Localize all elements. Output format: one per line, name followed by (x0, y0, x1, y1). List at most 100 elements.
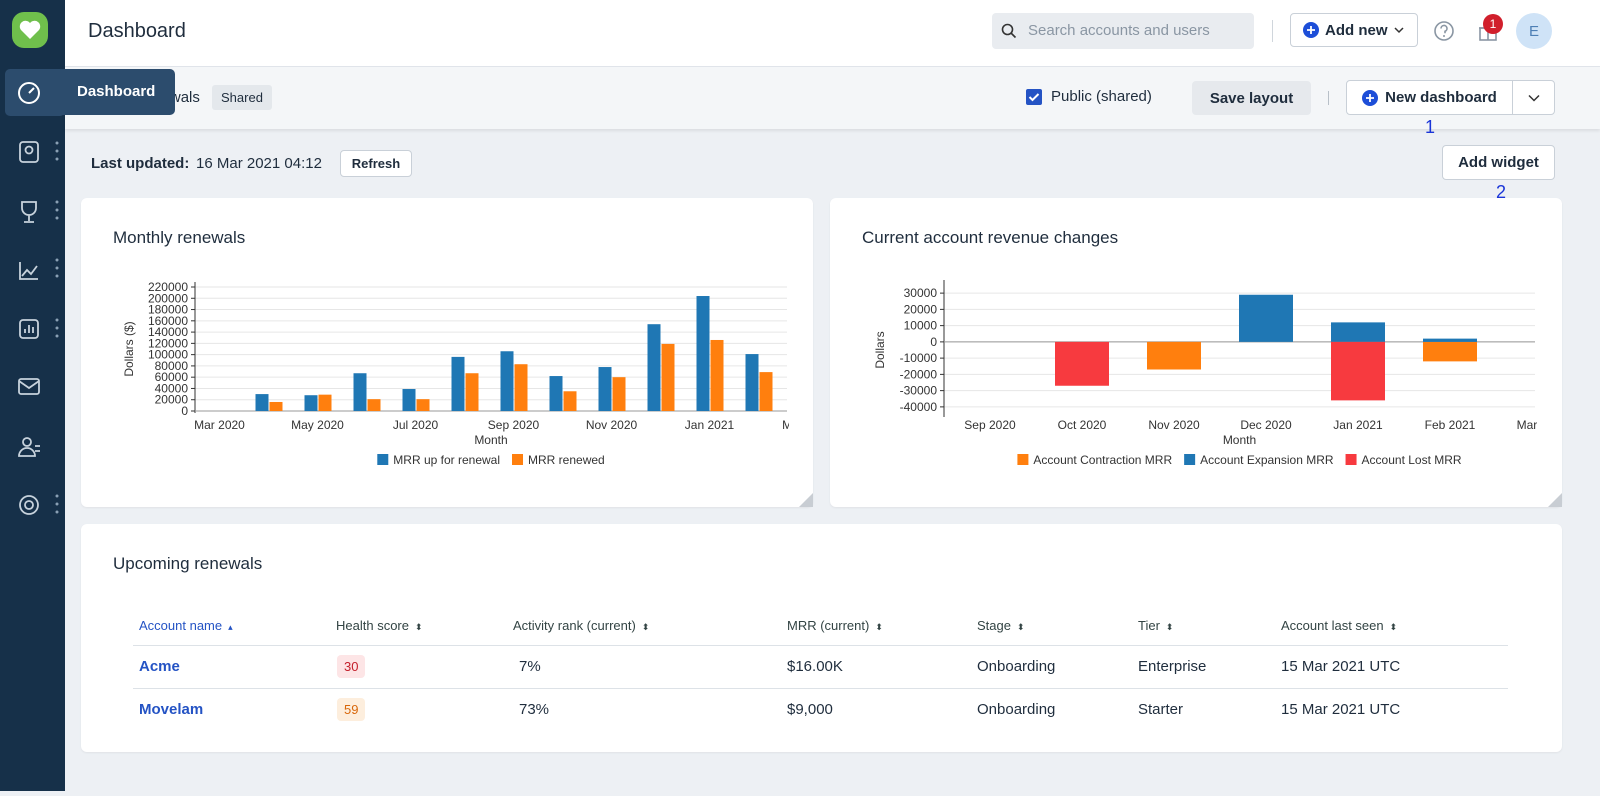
column-header[interactable]: MRR (current)⬍ (787, 618, 883, 633)
avatar[interactable]: E (1516, 13, 1552, 49)
table-title: Upcoming renewals (113, 554, 262, 574)
sort-icon: ▴ (228, 622, 233, 632)
caret (1528, 94, 1540, 102)
x-tick-label: Mar 2021 (782, 418, 813, 432)
bar (746, 354, 759, 411)
cell: 15 Mar 2021 UTC (1281, 658, 1400, 675)
public-checkbox[interactable] (1026, 89, 1042, 105)
bar (1239, 295, 1293, 342)
add-new-label: Add new (1325, 22, 1388, 39)
legend-label: Account Expansion MRR (1200, 453, 1334, 467)
account-link[interactable]: Movelam (139, 701, 203, 718)
refresh-button[interactable]: Refresh (340, 150, 412, 177)
x-tick-label: Nov 2020 (586, 418, 638, 432)
bar (1331, 342, 1385, 401)
cell: 7% (519, 658, 541, 675)
sidebar-icons (0, 0, 65, 791)
cell: 73% (519, 701, 549, 718)
y-tick-label: 220000 (148, 280, 188, 294)
resize-handle (1548, 493, 1562, 507)
legend: Account Contraction MRR Account Expansion… (1017, 453, 1462, 467)
bar (1147, 342, 1201, 370)
bar (564, 391, 577, 411)
header-rule (133, 645, 1508, 646)
last-updated-label: Last updated: (91, 155, 189, 172)
bar (305, 395, 318, 411)
bar (417, 399, 430, 411)
y-tick-label: 10000 (904, 319, 938, 333)
new-dashboard-button[interactable]: New dashboard (1346, 80, 1513, 115)
nav-icons[interactable] (19, 142, 40, 514)
sort-icon: ⬍ (642, 622, 650, 632)
cell: Onboarding (977, 701, 1055, 718)
sort-icon: ⬍ (415, 622, 423, 632)
account-link[interactable]: Acme (139, 658, 180, 675)
chart: -40000-30000-20000-100000100002000030000… (830, 198, 1562, 507)
legend-swatch (1346, 454, 1357, 465)
dashboard-icon (17, 81, 41, 105)
health-badge: 30 (337, 655, 365, 678)
caret (1394, 26, 1404, 34)
bar (599, 367, 612, 411)
legend: MRR up for renewalMRR renewed (377, 453, 604, 467)
plus-icon (1362, 90, 1378, 106)
x-tick-label: Nov 2020 (1148, 418, 1200, 432)
column-header[interactable]: Activity rank (current)⬍ (513, 618, 649, 633)
column-header[interactable]: Health score⬍ (336, 618, 423, 633)
x-tick-label: Jul 2020 (393, 418, 439, 432)
legend-swatch (1017, 454, 1028, 465)
plus-icon (1303, 22, 1319, 38)
x-tick-label: Dec 2020 (1240, 418, 1292, 432)
bar (662, 344, 675, 411)
bar (1423, 342, 1477, 362)
x-tick-label: Mar 2020 (194, 418, 245, 432)
page-title: Dashboard (88, 20, 186, 43)
table-card: Upcoming renewals Account name▴ Health sc… (81, 524, 1562, 752)
divider (1328, 91, 1329, 105)
save-layout-button[interactable]: Save layout (1192, 81, 1311, 115)
nav-dots (56, 142, 59, 514)
y-tick-label: -10000 (900, 351, 938, 365)
bar (1423, 339, 1477, 342)
column-header[interactable]: Stage⬍ (977, 618, 1025, 633)
add-widget-button[interactable]: Add widget (1442, 145, 1555, 180)
bar (403, 389, 416, 411)
legend-label: Account Lost MRR (1362, 453, 1462, 467)
help-icon[interactable] (1433, 20, 1455, 42)
column-header[interactable]: Account name▴ (139, 618, 233, 633)
y-tick-label: -30000 (900, 384, 938, 398)
plot: Mar 2020May 2020Jul 2020Sep 2020Nov 2020… (194, 296, 813, 432)
x-tick-label: Mar 2021 (1517, 418, 1562, 432)
chart: 0200004000060000800001000001200001400001… (81, 198, 813, 507)
cell: 15 Mar 2021 UTC (1281, 701, 1400, 718)
x-tick-label: Sep 2020 (488, 418, 540, 432)
sort-icon: ⬍ (1390, 622, 1398, 632)
bar (697, 296, 710, 411)
health-badge: 59 (337, 698, 365, 721)
legend-label: MRR renewed (528, 453, 605, 467)
x-tick-label: Feb 2021 (1425, 418, 1476, 432)
y-axis-label: Dollars (873, 331, 887, 368)
bar (613, 377, 626, 411)
checkmark (1026, 89, 1042, 105)
bar (760, 372, 773, 411)
x-tick-label: Jan 2021 (1333, 418, 1383, 432)
add-new-button[interactable]: Add new (1290, 13, 1418, 47)
plot: Sep 2020Oct 2020Nov 2020Dec 2020Jan 2021… (964, 295, 1562, 432)
sidebar-tooltip: Dashboard (5, 69, 175, 115)
column-header[interactable]: Account last seen⬍ (1281, 618, 1397, 633)
column-header[interactable]: Tier⬍ (1138, 618, 1173, 633)
y-tick-label: -20000 (900, 367, 938, 381)
y-axis-label: Dollars ($) (122, 321, 136, 376)
notification-badge: 1 (1483, 14, 1503, 34)
x-tick-label: Sep 2020 (964, 418, 1016, 432)
bar (319, 395, 332, 411)
bar (270, 402, 283, 411)
search-box[interactable]: Search accounts and users (992, 13, 1254, 49)
bar (648, 324, 661, 411)
top-bar: Dashboard Search accounts and users Add … (65, 0, 1600, 67)
legend-label: Account Contraction MRR (1033, 453, 1172, 467)
dashboard-menu-button[interactable] (1512, 80, 1555, 115)
sort-icon: ⬍ (1166, 622, 1174, 632)
bar (354, 373, 367, 411)
